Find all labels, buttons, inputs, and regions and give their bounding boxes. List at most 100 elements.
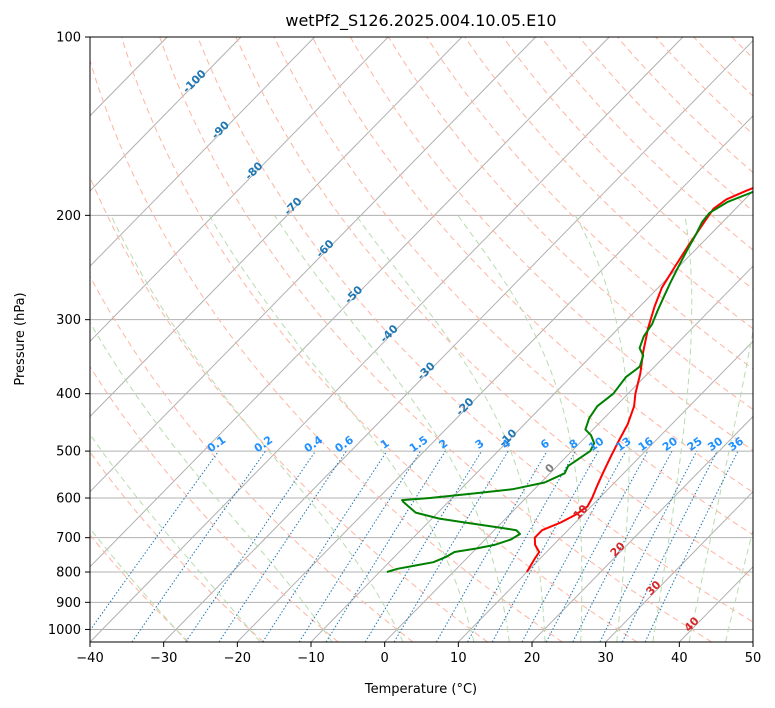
isotherm-line — [90, 37, 463, 418]
dry-adiabat-label: -90 — [209, 118, 232, 141]
x-tick-label: −10 — [297, 651, 324, 666]
moist-adiabat — [688, 328, 753, 642]
moist-adiabat-label: 40 — [682, 614, 702, 634]
overlay-labels: 0.1 0.2 0.4 0.6 1 1.5 2 3 4 6 8 10 13 16 20 25 30 36-100-… — [180, 67, 746, 635]
x-tick-label: 10 — [450, 651, 467, 666]
x-axis-label: Temperature (°C) — [364, 682, 477, 697]
moist-adiabat — [652, 215, 693, 642]
mixing-ratio-line — [185, 450, 316, 642]
x-tick-label: 0 — [381, 651, 389, 666]
x-axis-ticks: −40 −30 −20 −10 0 10 20 30 40 50 — [76, 642, 761, 666]
profile-series — [386, 186, 753, 573]
dry-adiabat — [578, 37, 753, 212]
dry-adiabat-label: -10 — [496, 426, 519, 449]
dry-adiabat-label: -40 — [377, 322, 400, 345]
isotherm-lines — [90, 37, 753, 642]
moist-adiabat — [355, 215, 546, 642]
mixing-ratio-label: 0.1 — [205, 433, 228, 455]
mixing-ratio-line — [545, 450, 649, 642]
isotherm-line — [90, 37, 315, 267]
mixing-ratio-line — [521, 450, 627, 642]
isotherm-line — [90, 37, 389, 343]
moist-adiabat-label: 30 — [644, 578, 664, 598]
mixing-ratio-label: 0.6 — [333, 433, 357, 455]
mixing-ratio-line — [491, 450, 599, 642]
mixing-ratio-line — [621, 450, 718, 642]
moist-adiabat — [274, 215, 510, 642]
mixing-ratio-line — [644, 450, 739, 642]
mixing-ratio-line — [90, 450, 220, 632]
isotherm-line — [163, 39, 753, 642]
dry-adiabat — [770, 37, 775, 642]
mixing-ratio-label: 1.5 — [407, 433, 430, 455]
temperature-profile-line — [526, 186, 753, 573]
y-tick-label: 500 — [56, 445, 81, 460]
dry-adiabat — [197, 37, 753, 623]
mixing-ratio-line — [364, 450, 483, 642]
isotherm-line — [531, 415, 753, 642]
dry-adiabat-label: -50 — [342, 283, 365, 306]
x-tick-label: −20 — [224, 651, 251, 666]
x-tick-label: 40 — [671, 651, 688, 666]
dry-adiabat-label: -80 — [242, 159, 265, 182]
mixing-ratio-label: 6 — [538, 437, 552, 452]
mixing-ratio-label: 3 — [473, 437, 487, 452]
y-tick-label: 200 — [56, 209, 81, 224]
mixing-ratio-label: 0.2 — [252, 433, 275, 455]
dry-adiabat — [121, 37, 638, 642]
x-tick-label: 20 — [524, 651, 541, 666]
x-tick-label: −40 — [76, 651, 103, 666]
y-axis-label: Pressure (hPa) — [13, 292, 28, 385]
mixing-ratio-line — [131, 450, 266, 642]
dewpoint-profile-line — [386, 190, 753, 573]
mixing-ratio-line — [599, 450, 698, 642]
plot-area: 0.1 0.2 0.4 0.6 1 1.5 2 3 4 6 8 10 13 16 20 25 30 36-100-… — [90, 37, 775, 642]
dry-adiabat-label: -60 — [313, 237, 336, 260]
dry-adiabat-label: -70 — [281, 194, 304, 217]
moist-adiabat — [725, 528, 753, 642]
moist-adiabat — [90, 433, 261, 642]
chart-title: wetPf2_S126.2025.004.10.05.E10 — [285, 11, 556, 31]
isotherm-line — [384, 265, 753, 642]
dry-adiabat — [349, 37, 753, 452]
isotherm-line — [236, 115, 753, 642]
dry-adiabat — [159, 37, 712, 642]
y-tick-label: 800 — [56, 566, 81, 581]
moist-adiabat — [110, 215, 404, 642]
plot-frame — [89, 36, 754, 643]
isotherm-line — [90, 37, 536, 493]
y-tick-label: 1000 — [48, 623, 81, 638]
dry-adiabat — [388, 37, 753, 410]
dry-adiabat-label: -100 — [180, 67, 209, 96]
dry-adiabats — [90, 37, 775, 642]
y-tick-label: 700 — [56, 531, 81, 546]
isotherm-line — [605, 490, 753, 642]
y-axis-ticks: 100 200 300 400 500 600 700 800 900 1000 — [48, 31, 90, 638]
dry-adiabat — [655, 37, 753, 135]
mixing-ratio-line — [218, 450, 347, 642]
dry-adiabat-label: -20 — [453, 395, 476, 418]
mixing-ratio-label: 0.4 — [302, 433, 326, 455]
isotherm-line — [310, 190, 753, 642]
mixing-ratio-line — [435, 450, 548, 642]
dry-adiabat — [617, 37, 753, 174]
y-tick-label: 300 — [56, 313, 81, 328]
y-tick-label: 400 — [56, 387, 81, 402]
x-tick-label: −30 — [150, 651, 177, 666]
moist-adiabat — [574, 215, 630, 642]
moist-adiabats — [90, 215, 753, 642]
moist-adiabat — [457, 215, 583, 642]
dry-adiabat — [502, 37, 753, 290]
y-tick-label: 600 — [56, 492, 81, 507]
mixing-ratio-line — [467, 450, 577, 642]
dry-adiabat — [693, 37, 753, 97]
dry-adiabat — [273, 37, 753, 536]
mixing-ratio-line — [298, 450, 422, 642]
moist-adiabat — [90, 321, 333, 642]
mixing-ratio-lines — [90, 450, 739, 642]
y-tick-label: 900 — [56, 596, 81, 611]
mixing-ratio-line — [325, 450, 446, 642]
dry-adiabat — [90, 534, 190, 642]
dry-adiabat — [464, 37, 753, 330]
